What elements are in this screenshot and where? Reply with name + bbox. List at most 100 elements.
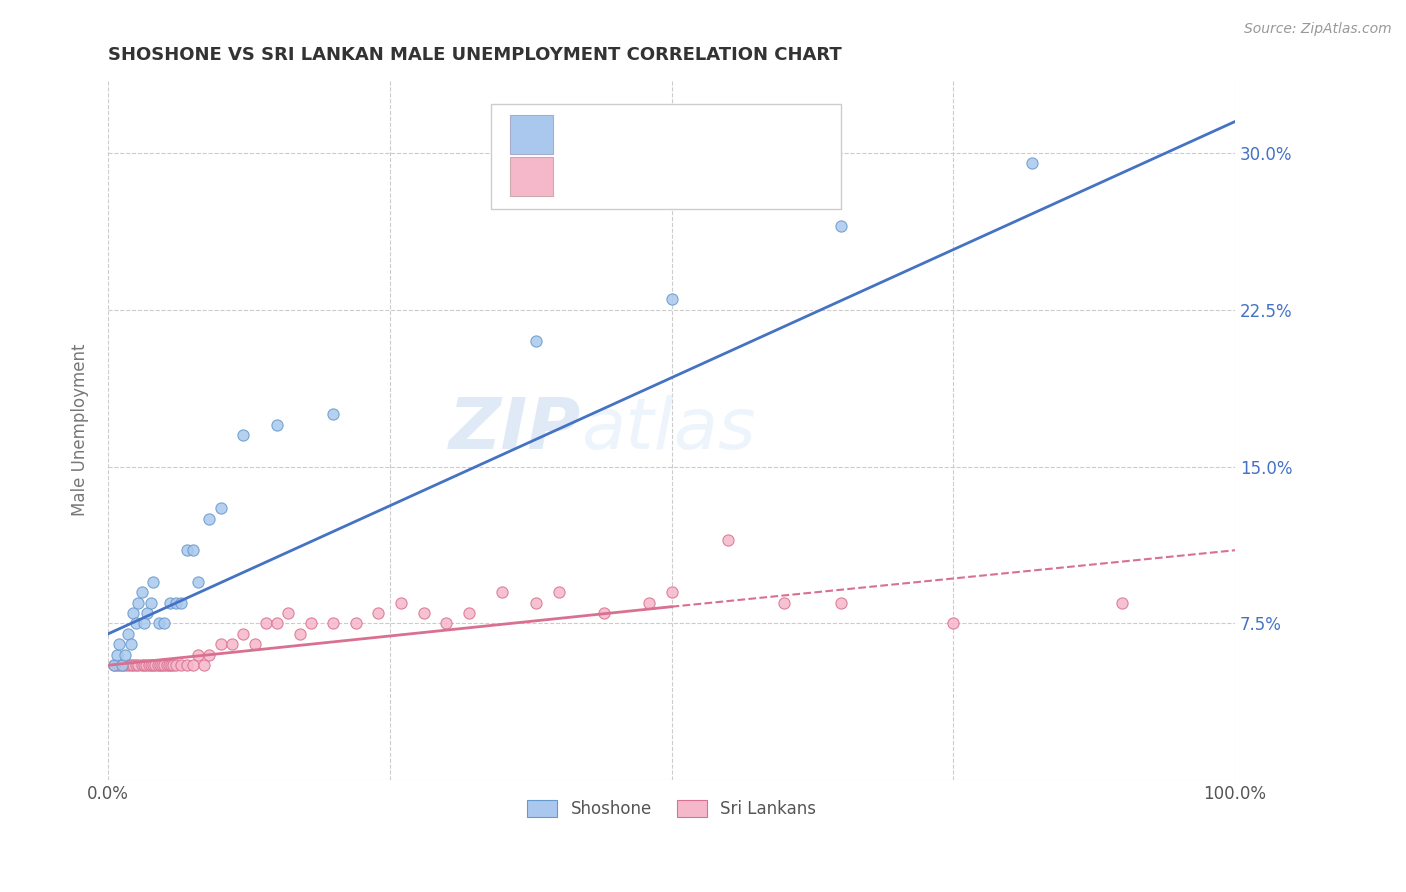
Point — [491, 585, 513, 599]
Point — [121, 606, 143, 620]
Point — [942, 616, 965, 631]
Point — [132, 616, 155, 631]
Point — [661, 293, 683, 307]
Point — [243, 637, 266, 651]
Point — [117, 627, 139, 641]
Text: R = 0.724: R = 0.724 — [569, 125, 659, 144]
Text: ZIP: ZIP — [449, 395, 581, 465]
Point — [146, 658, 169, 673]
Point — [114, 658, 136, 673]
Text: SHOSHONE VS SRI LANKAN MALE UNEMPLOYMENT CORRELATION CHART: SHOSHONE VS SRI LANKAN MALE UNEMPLOYMENT… — [108, 46, 842, 64]
Point — [187, 574, 209, 589]
Text: R = 0.342: R = 0.342 — [569, 168, 659, 186]
Point — [143, 658, 166, 673]
Point — [457, 606, 479, 620]
FancyBboxPatch shape — [491, 104, 841, 210]
Point — [181, 543, 204, 558]
Point — [209, 637, 232, 651]
Point — [593, 606, 616, 620]
Point — [139, 658, 162, 673]
Point — [266, 616, 288, 631]
Point — [135, 658, 157, 673]
Point — [127, 595, 149, 609]
Point — [638, 595, 661, 609]
Point — [120, 658, 142, 673]
Point — [232, 627, 254, 641]
Point — [125, 658, 148, 673]
Point — [153, 616, 176, 631]
Point — [1111, 595, 1133, 609]
Point — [131, 585, 153, 599]
Point — [125, 616, 148, 631]
Point — [105, 658, 128, 673]
Point — [160, 658, 183, 673]
Point — [389, 595, 412, 609]
Point — [142, 574, 165, 589]
Point — [198, 512, 221, 526]
Point — [165, 595, 187, 609]
FancyBboxPatch shape — [510, 115, 553, 153]
Point — [434, 616, 457, 631]
FancyBboxPatch shape — [510, 157, 553, 195]
Text: Source: ZipAtlas.com: Source: ZipAtlas.com — [1244, 22, 1392, 37]
Point — [209, 501, 232, 516]
Point — [159, 595, 181, 609]
Text: N = 59: N = 59 — [699, 168, 766, 186]
Point — [150, 658, 173, 673]
Point — [170, 595, 193, 609]
Point — [367, 606, 389, 620]
Point — [221, 637, 243, 651]
Point — [165, 658, 187, 673]
Point — [117, 658, 139, 673]
Point — [176, 543, 198, 558]
Point — [254, 616, 277, 631]
Point — [142, 658, 165, 673]
Point — [1021, 156, 1043, 170]
Point — [103, 658, 125, 673]
Point — [110, 658, 132, 673]
Point — [155, 658, 177, 673]
Point — [412, 606, 434, 620]
Point — [277, 606, 299, 620]
Point — [132, 658, 155, 673]
Point — [127, 658, 149, 673]
Point — [717, 533, 740, 547]
Legend: Shoshone, Sri Lankans: Shoshone, Sri Lankans — [520, 793, 823, 824]
Point — [524, 334, 547, 348]
Point — [170, 658, 193, 673]
Point — [120, 637, 142, 651]
Point — [830, 219, 852, 233]
Point — [138, 658, 160, 673]
Point — [105, 648, 128, 662]
Point — [157, 658, 180, 673]
Point — [187, 648, 209, 662]
Point — [232, 428, 254, 442]
Point — [148, 616, 170, 631]
Point — [661, 585, 683, 599]
Point — [322, 616, 344, 631]
Point — [181, 658, 204, 673]
Point — [153, 658, 176, 673]
Y-axis label: Male Unemployment: Male Unemployment — [72, 343, 89, 516]
Point — [773, 595, 796, 609]
Point — [108, 658, 131, 673]
Point — [162, 658, 184, 673]
Point — [288, 627, 311, 641]
Point — [344, 616, 367, 631]
Point — [139, 595, 162, 609]
Point — [193, 658, 215, 673]
Point — [266, 417, 288, 432]
Point — [114, 648, 136, 662]
Point — [322, 407, 344, 421]
Point — [131, 658, 153, 673]
Point — [176, 658, 198, 673]
Point — [198, 648, 221, 662]
Text: atlas: atlas — [581, 395, 756, 465]
Point — [524, 595, 547, 609]
Point — [299, 616, 322, 631]
Point — [149, 658, 172, 673]
Text: N = 32: N = 32 — [699, 125, 766, 144]
Point — [103, 658, 125, 673]
Point — [830, 595, 852, 609]
Point — [108, 637, 131, 651]
